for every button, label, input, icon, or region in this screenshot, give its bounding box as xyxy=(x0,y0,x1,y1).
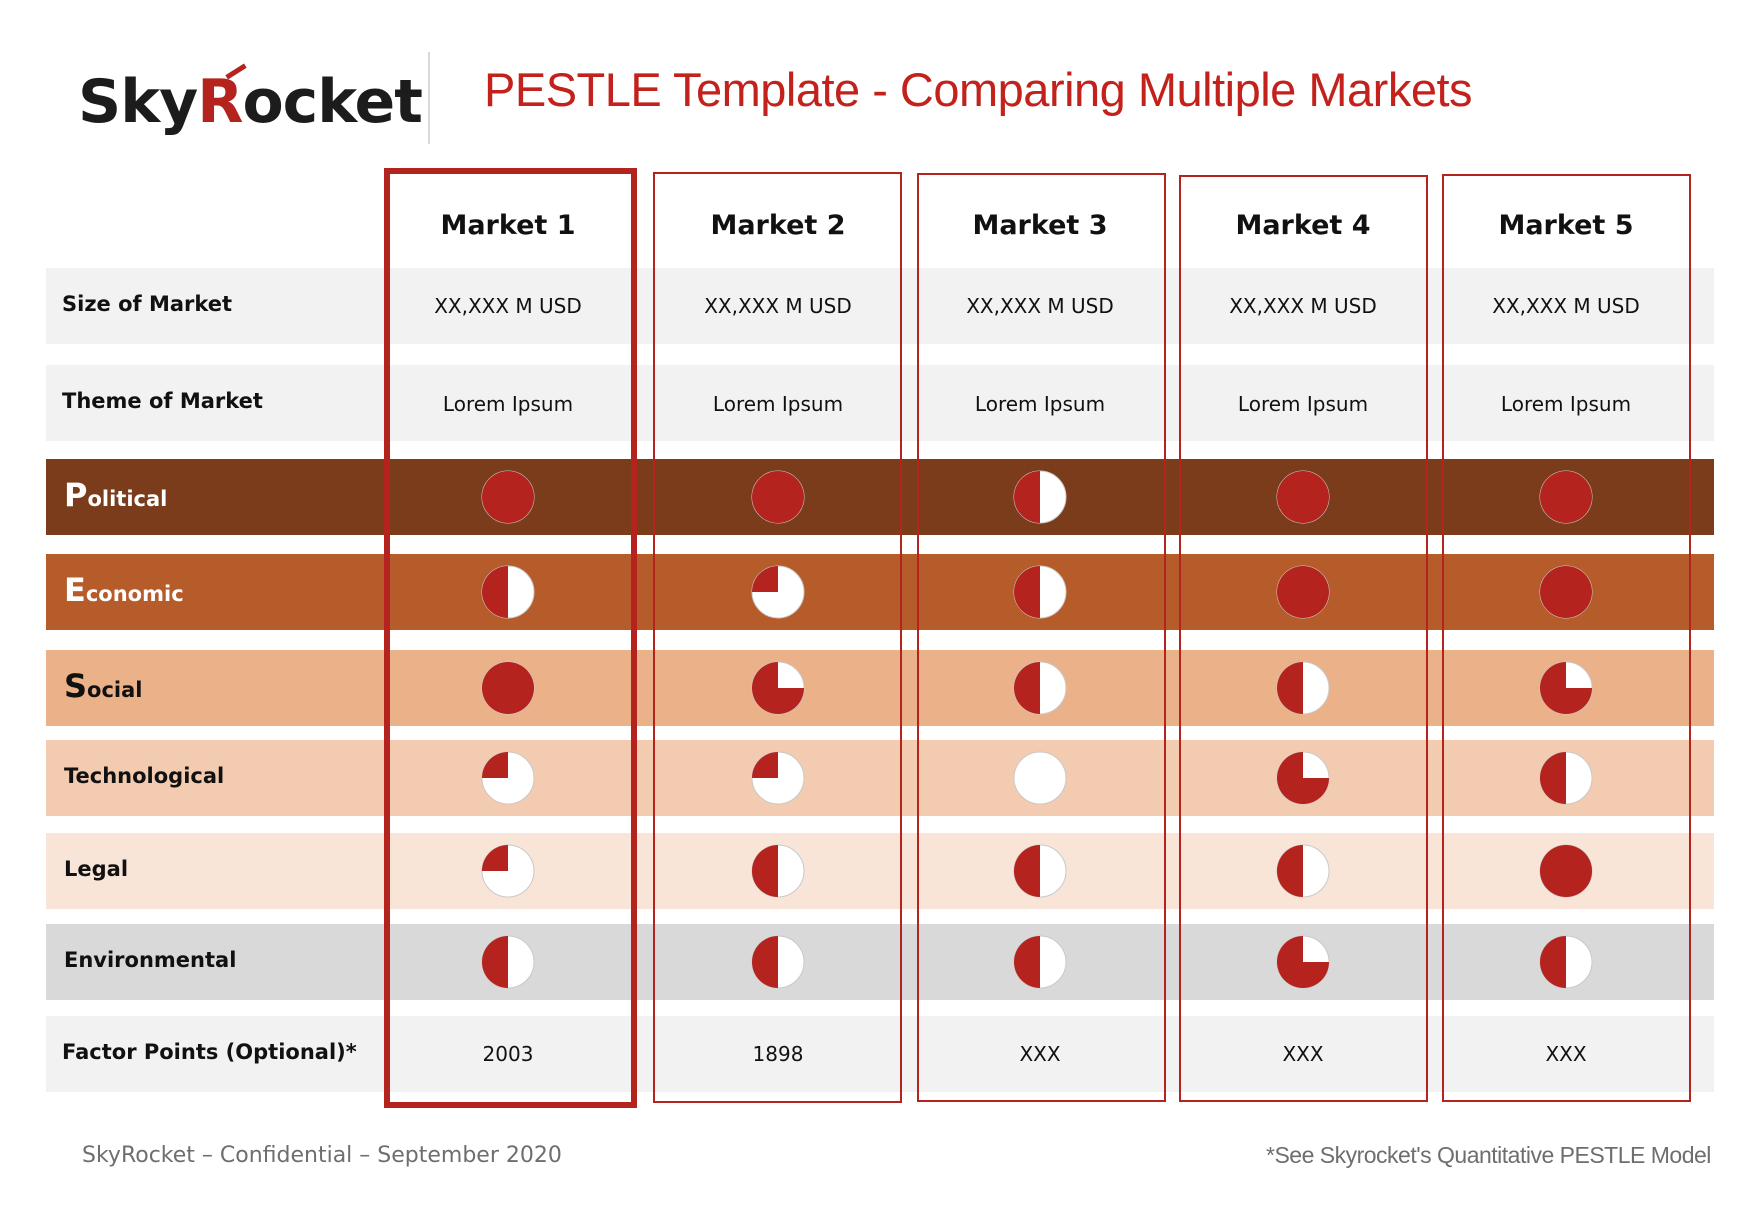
row-factor-1 xyxy=(46,554,1714,630)
label-factor-5: Environmental xyxy=(64,948,236,972)
harvey-ball-icon xyxy=(1013,751,1067,805)
harvey-ball-icon xyxy=(481,565,535,619)
row-theme-of-market xyxy=(46,365,1714,441)
label-factor-points: Factor Points (Optional)* xyxy=(62,1040,357,1064)
row-factor-2 xyxy=(46,650,1714,726)
market-header: Market 2 xyxy=(710,210,846,241)
market-theme-cell: Lorem Ipsum xyxy=(712,392,844,416)
harvey-ball-icon xyxy=(751,844,805,898)
footer-note: *See Skyrocket's Quantitative PESTLE Mod… xyxy=(1266,1142,1711,1168)
harvey-ball-icon xyxy=(1539,565,1593,619)
harvey-ball-icon xyxy=(1013,661,1067,715)
market-size-cell: XX,XXX M USD xyxy=(1492,294,1640,318)
harvey-ball-icon xyxy=(481,470,535,524)
harvey-ball-icon xyxy=(481,661,535,715)
market-points-cell: XXX xyxy=(1545,1042,1587,1066)
market-theme-cell: Lorem Ipsum xyxy=(974,392,1106,416)
market-points-cell: XXX xyxy=(1282,1042,1324,1066)
header-divider xyxy=(428,52,430,144)
harvey-ball-icon xyxy=(1276,751,1330,805)
harvey-ball-icon xyxy=(751,661,805,715)
market-column-3 xyxy=(917,173,1166,1102)
market-header: Market 1 xyxy=(440,210,576,241)
footer-confidential: SkyRocket – Confidential – September 202… xyxy=(82,1143,562,1168)
market-size-cell: XX,XXX M USD xyxy=(966,294,1114,318)
harvey-ball-icon xyxy=(751,935,805,989)
harvey-ball-icon xyxy=(751,565,805,619)
label-theme-of-market: Theme of Market xyxy=(62,389,263,413)
factor-initial: P xyxy=(64,476,88,514)
harvey-ball-icon xyxy=(1276,844,1330,898)
harvey-ball-icon xyxy=(1276,565,1330,619)
label-factor-2: Social xyxy=(64,667,143,705)
label-factor-0: Political xyxy=(64,476,167,514)
harvey-ball-icon xyxy=(1013,470,1067,524)
market-size-cell: XX,XXX M USD xyxy=(434,294,582,318)
harvey-ball-icon xyxy=(1276,935,1330,989)
market-column-5 xyxy=(1442,174,1691,1102)
harvey-ball-icon xyxy=(481,844,535,898)
harvey-ball-icon xyxy=(1013,844,1067,898)
harvey-ball-icon xyxy=(1276,661,1330,715)
harvey-ball-icon xyxy=(481,935,535,989)
harvey-ball-icon xyxy=(1539,751,1593,805)
factor-name: conomic xyxy=(85,582,184,606)
harvey-ball-icon xyxy=(1013,935,1067,989)
market-points-cell: XXX xyxy=(1019,1042,1061,1066)
row-factor-3 xyxy=(46,740,1714,816)
harvey-ball-icon xyxy=(1013,565,1067,619)
market-points-cell: 1898 xyxy=(752,1042,804,1066)
harvey-ball-icon xyxy=(1539,661,1593,715)
factor-name: ocial xyxy=(87,678,143,702)
factor-name: olitical xyxy=(87,487,168,511)
row-factor-points xyxy=(46,1016,1714,1092)
market-column-4 xyxy=(1179,175,1428,1102)
market-header: Market 5 xyxy=(1498,210,1634,241)
harvey-ball-icon xyxy=(751,470,805,524)
row-size-of-market xyxy=(46,268,1714,344)
market-size-cell: XX,XXX M USD xyxy=(704,294,852,318)
factor-name: Environmental xyxy=(64,948,237,972)
harvey-ball-icon xyxy=(751,751,805,805)
harvey-ball-icon xyxy=(481,751,535,805)
market-theme-cell: Lorem Ipsum xyxy=(1500,392,1632,416)
label-factor-4: Legal xyxy=(64,857,128,881)
market-column-2 xyxy=(653,172,902,1103)
market-header: Market 4 xyxy=(1235,210,1371,241)
factor-initial: E xyxy=(64,571,86,609)
market-points-cell: 2003 xyxy=(482,1042,534,1066)
row-factor-5 xyxy=(46,924,1714,1000)
label-factor-1: Economic xyxy=(64,571,184,609)
market-header: Market 3 xyxy=(972,210,1108,241)
harvey-ball-icon xyxy=(1539,935,1593,989)
market-size-cell: XX,XXX M USD xyxy=(1229,294,1377,318)
label-factor-3: Technological xyxy=(64,764,224,788)
harvey-ball-icon xyxy=(1539,844,1593,898)
factor-initial: S xyxy=(64,667,88,705)
harvey-ball-icon xyxy=(1276,470,1330,524)
label-size-of-market: Size of Market xyxy=(62,292,233,316)
factor-name: Technological xyxy=(64,764,225,788)
market-theme-cell: Lorem Ipsum xyxy=(442,392,574,416)
row-factor-4 xyxy=(46,833,1714,909)
market-theme-cell: Lorem Ipsum xyxy=(1237,392,1369,416)
skyrocket-logo: SkyRocket xyxy=(78,67,423,137)
row-factor-0 xyxy=(46,459,1714,535)
market-column-1 xyxy=(384,168,637,1108)
harvey-ball-icon xyxy=(1539,470,1593,524)
page-title: PESTLE Template - Comparing Multiple Mar… xyxy=(484,63,1473,116)
factor-name: Legal xyxy=(64,857,129,881)
